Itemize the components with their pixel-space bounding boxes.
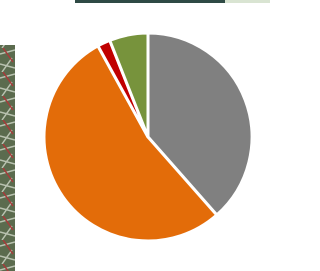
top-bar xyxy=(75,0,225,3)
top-bar-light xyxy=(225,0,270,3)
pie-chart xyxy=(44,33,252,241)
map-strip xyxy=(0,45,15,271)
screenshot xyxy=(0,0,270,271)
